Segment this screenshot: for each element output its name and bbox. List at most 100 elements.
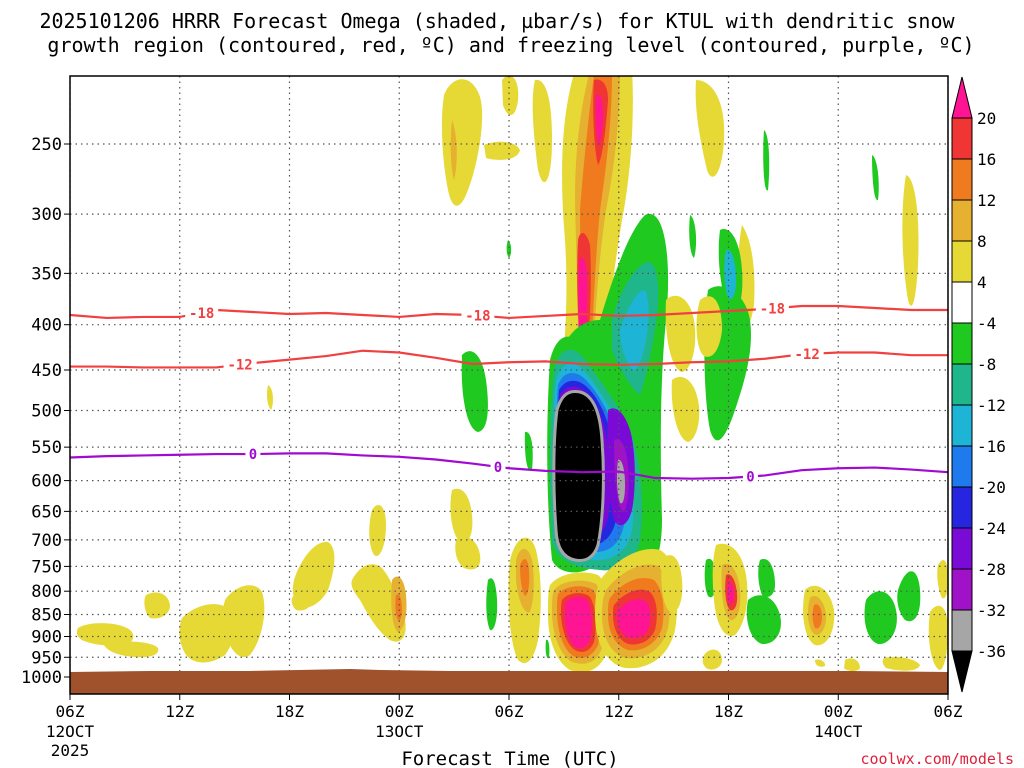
y-tick-label: 450 (31, 361, 62, 381)
x-axis-title: Forecast Time (UTC) (401, 748, 618, 768)
omega-region (450, 488, 473, 543)
contour-lines: -18 -18 -18 -12 -12 0 0 0 (70, 300, 948, 485)
y-tick-label: 650 (31, 502, 62, 522)
colorbar-swatch (951, 240, 973, 283)
y-tick-label: 700 (31, 531, 62, 551)
freezing-level-label: 0 (249, 447, 257, 463)
y-tick-label: 900 (31, 627, 62, 647)
colorbar-label: 20 (977, 109, 996, 128)
omega-region (595, 94, 604, 145)
ground-terrain (70, 672, 948, 694)
omega-region (455, 536, 481, 570)
omega-region (724, 249, 736, 300)
dgz-minus18-label: -18 (465, 308, 490, 324)
omega-region (552, 390, 605, 562)
dgz-minus18-label-bg (755, 300, 789, 317)
x-tick-label: 06Z (934, 702, 963, 721)
colorbar-label: 4 (977, 273, 987, 292)
freezing-level-label: 0 (494, 460, 502, 476)
colorbar-swatch (951, 568, 973, 611)
omega-region (461, 351, 488, 432)
y-tick-label: 400 (31, 316, 62, 336)
y-tick-label: 850 (31, 606, 62, 626)
colorbar-swatch (951, 158, 973, 201)
omega-region (844, 658, 860, 671)
freezing-level-label-bg (742, 468, 758, 485)
omega-region (815, 659, 826, 667)
colorbar-label: -24 (977, 519, 1006, 538)
colorbar-swatch (951, 199, 973, 242)
x-tick-label: 12Z (165, 702, 194, 721)
omega-region (144, 592, 170, 619)
freezing-level-line (70, 452, 948, 480)
colorbar-swatch (951, 486, 973, 529)
y-tick-label: 800 (31, 582, 62, 602)
omega-region (812, 604, 822, 629)
colorbar-swatch (951, 527, 973, 570)
colorbar-swatch (951, 281, 973, 324)
omega-region (617, 599, 651, 639)
omega-region (502, 76, 519, 115)
dgz-minus18-label: -18 (760, 301, 785, 317)
y-tick-label: 250 (31, 135, 62, 155)
freezing-level-label-bg (245, 446, 261, 463)
colorbar-label: -16 (977, 437, 1006, 456)
x-tick-date-label: 14OCT (814, 722, 863, 741)
y-tick-label: 600 (31, 472, 62, 492)
omega-region (520, 558, 530, 596)
omega-region (620, 290, 649, 371)
colorbar-swatch (951, 363, 973, 406)
dgz-minus12-label-bg (790, 346, 824, 363)
colorbar-label: -20 (977, 478, 1006, 497)
y-tick-label: 550 (31, 438, 62, 458)
y-tick-label: 750 (31, 557, 62, 577)
omega-region (565, 596, 592, 648)
dgz-minus18-label: -18 (189, 306, 214, 322)
omega-region (104, 641, 159, 658)
omega-region (484, 141, 520, 160)
dgz-minus12-label: -12 (795, 347, 820, 363)
colorbar-label: 12 (977, 191, 996, 210)
freezing-level-label-bg (490, 458, 506, 475)
colorbar-cap-bottom (951, 650, 973, 693)
colorbar-cap-top (951, 76, 973, 119)
x-tick-label: 18Z (275, 702, 304, 721)
x-tick-label: 12Z (604, 702, 633, 721)
colorbar-label: 16 (977, 150, 996, 169)
colorbar-label: -8 (977, 355, 996, 374)
omega-region (545, 639, 550, 659)
colorbar-label: -36 (977, 642, 1006, 661)
omega-region (291, 592, 311, 611)
y-tick-label: 350 (31, 264, 62, 284)
colorbar-swatch (951, 117, 973, 160)
colorbar: 20 16 12 8 4 -4 -8 -12 -16 -20 -24 -28 -32 -36 (951, 76, 1006, 693)
dgz-minus18-label-bg (185, 304, 219, 321)
chart-title-line2: growth region (contoured, red, ºC) and f… (47, 33, 974, 57)
omega-region (671, 376, 700, 442)
omega-region (897, 571, 921, 622)
omega-region (450, 120, 457, 180)
colorbar-swatch (951, 609, 973, 652)
omega-region (872, 155, 879, 201)
colorbar-swatch (951, 404, 973, 447)
y-tick-label: 1000 (21, 668, 62, 688)
omega-region (746, 595, 781, 645)
omega-region (351, 564, 406, 642)
omega-region (441, 79, 483, 206)
omega-region (524, 431, 533, 471)
y-tick-label: 950 (31, 648, 62, 668)
colorbar-label: 8 (977, 232, 987, 251)
omega-region (763, 130, 770, 191)
colorbar-label: -12 (977, 396, 1006, 415)
omega-region (882, 656, 920, 671)
colorbar-swatch (951, 322, 973, 365)
omega-region (758, 559, 775, 597)
omega-region (267, 385, 273, 410)
x-tick-label: 00Z (824, 702, 853, 721)
colorbar-swatch (951, 445, 973, 488)
x-tick-label: 06Z (56, 702, 85, 721)
y-tick-label: 500 (31, 402, 62, 422)
ground-terrain-top (70, 669, 948, 676)
